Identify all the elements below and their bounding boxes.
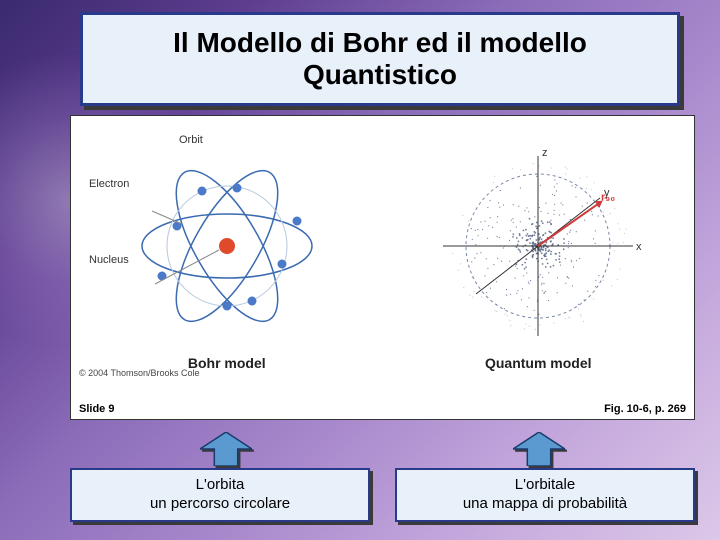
slide-number: Slide 9: [79, 403, 114, 415]
caption-left-line2: un percorso circolare: [150, 495, 290, 512]
nucleus-label: Nucleus: [89, 254, 129, 266]
orbit-label: Orbit: [179, 134, 203, 146]
quantum-diagram: x y z r₉₀: [428, 146, 648, 346]
up-arrow-icon: [200, 432, 252, 466]
title-box: Il Modello di Bohr ed il modello Quantis…: [80, 12, 680, 106]
up-arrow-icon: [513, 432, 565, 466]
caption-right-line1: L'orbitale: [515, 476, 575, 493]
arrow-right-cell: [383, 432, 696, 466]
figure-inner: Orbit Electron Nucleus Bohr model © 2004…: [71, 116, 694, 376]
arrow-left-cell: [70, 432, 383, 466]
bohr-diagram: [117, 146, 337, 346]
figure-panel: Orbit Electron Nucleus Bohr model © 2004…: [70, 115, 695, 420]
quantum-model-label: Quantum model: [485, 355, 592, 371]
slide-title: Il Modello di Bohr ed il modello Quantis…: [103, 27, 657, 91]
bohr-model-panel: Orbit Electron Nucleus Bohr model © 2004…: [71, 116, 383, 376]
caption-right: L'orbitale una mappa di probabilità: [395, 468, 695, 522]
svg-text:x: x: [636, 241, 642, 253]
caption-left: L'orbita un percorso circolare: [70, 468, 370, 522]
copyright-text: © 2004 Thomson/Brooks Cole: [79, 368, 200, 378]
caption-right-line2: una mappa di probabilità: [463, 495, 627, 512]
quantum-model-panel: x y z r₉₀ Quantum model: [383, 116, 695, 376]
figure-reference: Fig. 10-6, p. 269: [604, 403, 686, 415]
electron-label: Electron: [89, 178, 129, 190]
svg-text:z: z: [542, 147, 548, 159]
caption-row: L'orbita un percorso circolare L'orbital…: [70, 468, 695, 522]
svg-text:r₉₀: r₉₀: [601, 192, 615, 204]
caption-left-line1: L'orbita: [196, 476, 245, 493]
arrows-row: [70, 432, 695, 466]
